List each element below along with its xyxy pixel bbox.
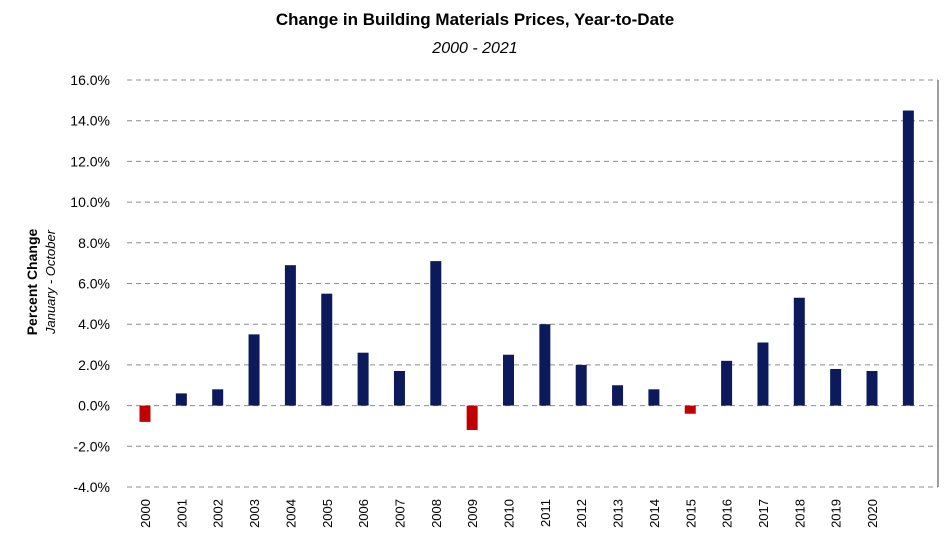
x-tick-label: 2000	[138, 499, 153, 528]
y-tick-label: 4.0%	[78, 316, 110, 332]
bar	[684, 405, 696, 414]
bar	[793, 297, 805, 406]
x-tick-label: 2011	[538, 499, 553, 527]
bar	[139, 405, 151, 422]
bar	[830, 368, 842, 406]
bar	[175, 393, 187, 406]
y-tick-label: 14.0%	[70, 113, 110, 129]
bar	[357, 352, 369, 406]
bar	[612, 385, 624, 406]
chart-subtitle: 2000 - 2021	[431, 40, 517, 57]
bar	[866, 371, 878, 406]
x-tick-label: 2002	[211, 499, 226, 528]
x-tick-label: 2008	[429, 499, 444, 528]
y-tick-label: -2.0%	[73, 438, 110, 454]
y-tick-label: 2.0%	[78, 357, 110, 373]
x-tick-label: 2015	[683, 499, 698, 528]
x-tick-label: 2017	[756, 499, 771, 528]
x-tick-label: 2007	[392, 499, 407, 528]
y-tick-label: 12.0%	[70, 153, 110, 169]
y-tick-labels: 16.0% 14.0% 12.0% 10.0% 8.0% 6.0% 4.0% 2.0% 0.0%…	[70, 72, 110, 495]
x-tick-label: 2005	[320, 499, 335, 528]
bar	[393, 371, 405, 406]
x-tick-label: 2016	[720, 499, 735, 528]
y-tick-label: 16.0%	[70, 72, 110, 88]
bar	[721, 360, 733, 406]
bar	[321, 293, 333, 406]
bar	[539, 324, 551, 406]
y-axis-label: Percent Change	[24, 228, 40, 335]
chart-title: Change in Building Materials Prices, Yea…	[276, 10, 674, 29]
y-tick-label: 0.0%	[78, 398, 110, 414]
bar	[212, 389, 224, 406]
bar	[248, 334, 260, 406]
x-tick-label: 2003	[247, 499, 262, 528]
x-tick-label: 2001	[174, 499, 189, 528]
bar	[430, 261, 442, 406]
bar	[648, 389, 660, 406]
x-tick-label: 2020	[865, 499, 880, 528]
y-axis-sublabel: January - October	[43, 229, 58, 335]
x-tick-label: 2018	[792, 499, 807, 528]
bars	[139, 110, 914, 431]
y-tick-label: 6.0%	[78, 276, 110, 292]
x-tick-label: 2013	[611, 499, 626, 528]
y-tick-label: -4.0%	[73, 479, 110, 495]
x-tick-label: 2006	[356, 499, 371, 528]
bar	[466, 405, 478, 431]
y-tick-label: 8.0%	[78, 235, 110, 251]
x-tick-label: 2019	[829, 499, 844, 528]
bar	[902, 110, 914, 406]
bar	[284, 265, 296, 406]
bar	[757, 342, 769, 406]
bar	[575, 364, 587, 406]
x-tick-label: 2012	[574, 499, 589, 528]
y-tick-label: 10.0%	[70, 194, 110, 210]
x-tick-label: 2004	[283, 499, 298, 528]
x-tick-label: 2009	[465, 499, 480, 528]
x-tick-labels: 2000 2001 2002 2003 2004 2005 2006 2007 2008 2009…	[138, 499, 880, 528]
x-tick-label: 2010	[502, 499, 517, 528]
x-tick-label: 2014	[647, 499, 662, 528]
gridlines	[127, 79, 938, 488]
bar	[503, 354, 514, 406]
